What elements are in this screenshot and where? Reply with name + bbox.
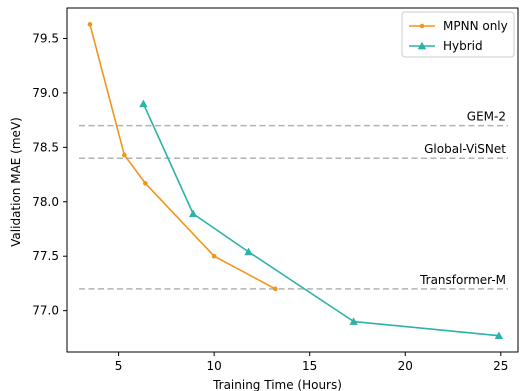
y-tick-label: 78.5: [32, 140, 59, 154]
x-tick-label: 10: [207, 359, 222, 373]
data-point: [494, 331, 504, 340]
data-point: [244, 247, 253, 256]
data-point: [273, 286, 278, 292]
y-axis-label: Validation MAE (meV): [9, 117, 23, 247]
series-hybrid: [139, 99, 504, 340]
legend-entry: MPNN only: [409, 19, 508, 33]
series-layer: [87, 22, 504, 340]
axes-frame: [66, 7, 519, 353]
y-tick-label: 79.0: [32, 86, 59, 100]
data-point: [419, 23, 425, 29]
reference-label: Transformer-M: [419, 273, 506, 287]
y-tick-label: 77.0: [32, 304, 59, 318]
x-tick-label: 25: [493, 359, 508, 373]
reference-lines: [79, 124, 508, 290]
x-tick-label: 5: [115, 359, 123, 373]
plot-background: [67, 8, 518, 352]
data-point: [417, 41, 427, 50]
data-point: [122, 152, 127, 158]
data-point: [143, 180, 148, 186]
data-point: [87, 22, 93, 27]
y-tick-label: 77.5: [32, 249, 59, 263]
data-point: [188, 209, 198, 218]
data-point: [139, 99, 148, 108]
reference-label: GEM-2: [467, 110, 506, 124]
axes-layer: 5 10 15 20 25 77.0 77.5 78.0 78.5 79.0 79.5 Trainin…: [9, 7, 519, 391]
plot-area: [67, 8, 518, 352]
data-point: [211, 253, 217, 259]
x-tick-label: 20: [398, 359, 413, 373]
y-tick-label: 78.0: [32, 195, 59, 209]
y-tick-label: 79.5: [32, 31, 59, 45]
legend-label: MPNN only: [443, 19, 508, 33]
series-mpnn-only: [87, 22, 278, 292]
legend: MPNN only Hybrid: [401, 11, 515, 58]
reference-labels: GEM-2 Global-ViSNet Transformer-M: [419, 110, 506, 287]
x-axis-label: Training Time (Hours): [212, 378, 342, 391]
x-tick-label: 15: [302, 359, 317, 373]
legend-label: Hybrid: [443, 39, 483, 53]
reference-label: Global-ViSNet: [424, 142, 506, 156]
data-point: [349, 317, 358, 325]
legend-entry: Hybrid: [409, 39, 483, 53]
